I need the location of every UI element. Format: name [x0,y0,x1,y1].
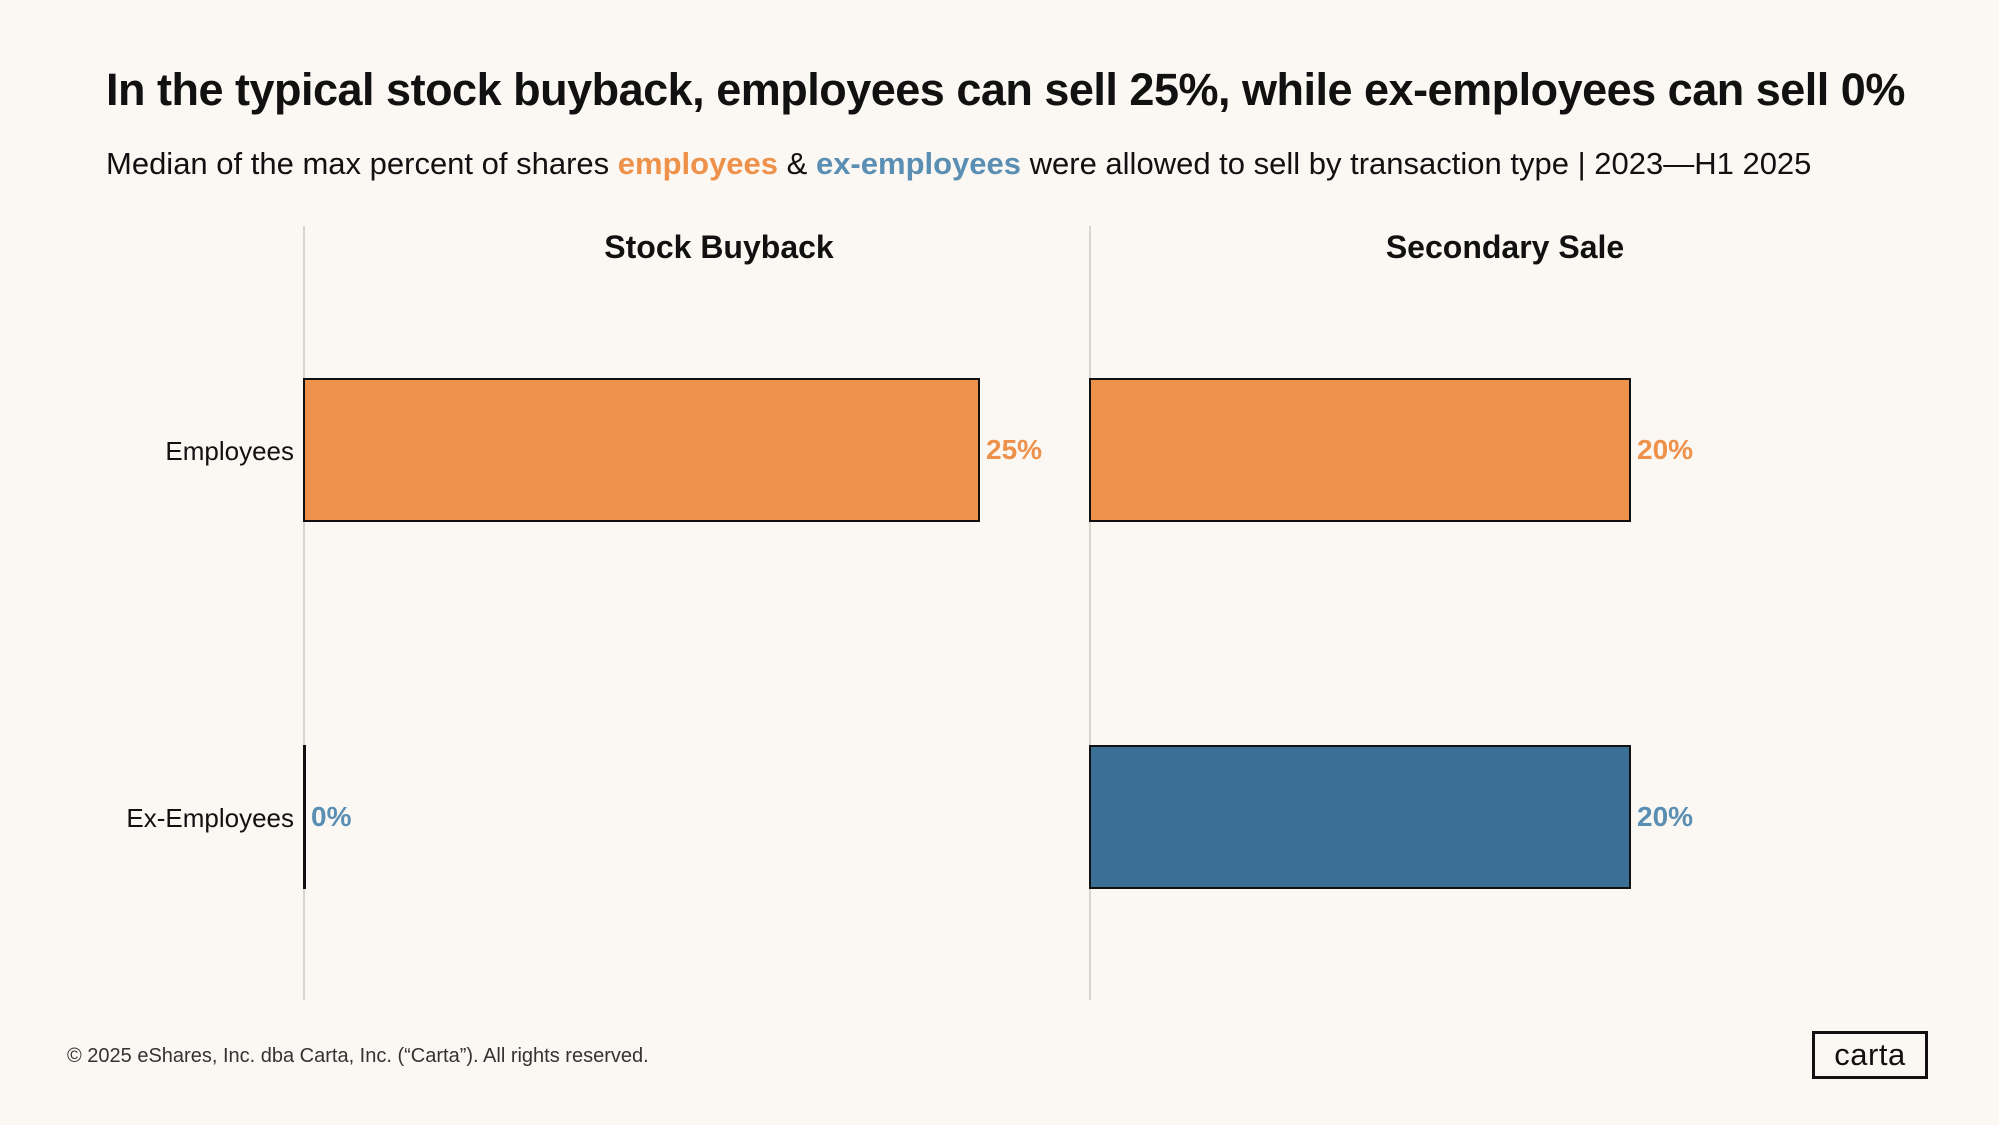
secondary-sale-panel-title: Secondary Sale [1386,229,1624,265]
secondary-sale-data-label-ex-employees: 20% [1637,801,1693,832]
subtitle-ex-employees: ex-employees [815,146,1022,181]
carta-logo: carta [1812,1031,1928,1079]
chart-title: In the typical stock buyback, employees … [106,64,1905,115]
chart-subtitle: Median of the max percent of shares empl… [106,146,1811,182]
stock-buyback-panel-title: Stock Buyback [604,229,834,265]
secondary-sale-data-label-employees: 20% [1637,434,1693,465]
stock-buyback-bar-employees [303,378,980,522]
stock-buyback-bar-ex-employees [303,745,306,889]
subtitle-amp: & [778,146,816,181]
category-label-ex-employees: Ex-Employees [126,803,294,833]
copyright-footer: © 2025 eShares, Inc. dba Carta, Inc. (“C… [67,1045,649,1067]
stock-buyback-data-label-employees: 25% [986,434,1042,465]
subtitle-suffix: were allowed to sell by transaction type… [1021,146,1812,181]
secondary-sale-bar-ex-employees [1089,745,1631,889]
stock-buyback-data-label-ex-employees: 0% [311,801,352,832]
category-label-employees: Employees [165,436,294,466]
subtitle-employees: employees [617,146,779,181]
bar-chart: Stock Buyback 25% 0% Secondary Sale 20% 20% Em… [126,226,1693,1000]
subtitle-prefix: Median of the max percent of shares [106,146,618,181]
secondary-sale-bar-employees [1089,378,1631,522]
